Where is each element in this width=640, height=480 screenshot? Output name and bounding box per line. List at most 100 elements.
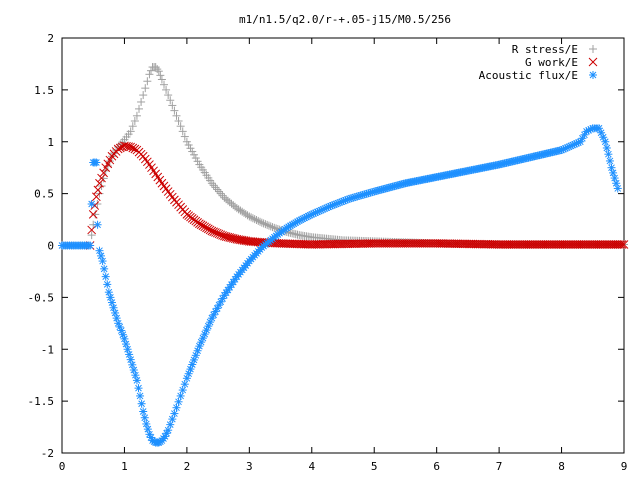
data-point [227, 233, 236, 243]
legend-marker [588, 57, 598, 67]
data-point [218, 191, 227, 200]
data-point [193, 157, 202, 166]
data-point [104, 288, 113, 297]
x-tick-label: 5 [371, 460, 378, 473]
data-point [172, 403, 181, 412]
data-point [225, 233, 235, 242]
data-point [132, 111, 141, 120]
data-point [128, 122, 137, 131]
data-point [128, 360, 137, 369]
data-point [239, 236, 249, 245]
data-point [97, 251, 106, 260]
data-point [241, 236, 251, 246]
data-point [91, 192, 101, 202]
data-point [613, 184, 622, 193]
data-point [132, 376, 141, 385]
data-point [263, 220, 272, 229]
data-point [95, 178, 104, 188]
data-point [154, 67, 163, 76]
data-point [162, 85, 171, 94]
data-point [93, 220, 102, 229]
x-tick-label: 9 [621, 460, 628, 473]
data-point [141, 84, 150, 93]
data-point [139, 407, 148, 416]
data-point [617, 240, 627, 249]
data-point [264, 221, 273, 230]
data-point [153, 65, 162, 74]
y-tick-label: -0.5 [28, 291, 55, 304]
data-point [156, 71, 165, 80]
data-point [182, 137, 191, 146]
data-point [97, 173, 106, 183]
data-point [93, 185, 103, 195]
y-tick-label: 1 [47, 136, 54, 149]
data-point [99, 168, 108, 178]
data-point [209, 181, 218, 190]
series-1 [85, 141, 629, 250]
data-point [261, 220, 270, 229]
data-point [125, 350, 134, 359]
data-point [136, 391, 145, 400]
data-point [129, 366, 138, 374]
data-point [111, 308, 120, 317]
data-point [220, 231, 229, 241]
data-point [272, 224, 281, 233]
x-tick-label: 4 [308, 460, 315, 473]
data-point [186, 144, 195, 153]
legend-label: Acoustic flux/E [479, 69, 578, 82]
data-point [106, 293, 115, 302]
legend-marker [589, 45, 597, 53]
data-point [174, 117, 183, 125]
x-tick-label: 6 [433, 460, 440, 473]
data-point [172, 111, 181, 120]
data-point [607, 163, 616, 172]
data-point [166, 420, 175, 429]
data-point [107, 298, 116, 307]
data-point [103, 280, 112, 289]
data-point [223, 232, 233, 242]
data-point [266, 222, 275, 231]
data-point [145, 70, 154, 79]
data-point [128, 143, 138, 153]
data-point [109, 303, 118, 312]
data-point [88, 210, 98, 219]
data-point [234, 235, 243, 244]
axis-ticks: 0 1 2 3 4 5 6 7 8 9 -2 -1.5 -1 -0.5 0 0.5 1 1.5 2 [28, 32, 628, 473]
data-point [151, 63, 160, 72]
data-point [98, 257, 107, 266]
data-point [178, 386, 187, 395]
data-point [248, 214, 257, 223]
data-point [247, 213, 256, 222]
data-point [610, 174, 619, 183]
data-point [213, 185, 222, 194]
data-point [211, 183, 220, 192]
data-point [602, 143, 611, 152]
data-point [237, 235, 247, 245]
data-point [604, 150, 613, 159]
data-point [605, 156, 614, 165]
data-point [112, 314, 121, 323]
data-point [176, 122, 185, 131]
data-point [230, 234, 240, 244]
data-point [166, 96, 175, 105]
data-point [134, 384, 143, 393]
data-point [100, 264, 109, 273]
x-tick-label: 0 [59, 460, 66, 473]
data-point [87, 231, 96, 240]
y-tick-label: -2 [41, 447, 54, 460]
data-point [615, 240, 625, 249]
legend-label: G work/E [525, 56, 578, 69]
data-point [170, 409, 179, 418]
y-tick-label: 0 [47, 240, 54, 253]
data-point [143, 77, 152, 86]
data-marks [58, 63, 629, 447]
data-point [135, 104, 144, 113]
data-point [595, 124, 604, 133]
data-point [180, 380, 189, 389]
data-point [95, 246, 104, 255]
y-tick-label: -1 [41, 343, 54, 356]
y-tick-label: 1.5 [34, 84, 54, 97]
data-point [609, 168, 618, 177]
